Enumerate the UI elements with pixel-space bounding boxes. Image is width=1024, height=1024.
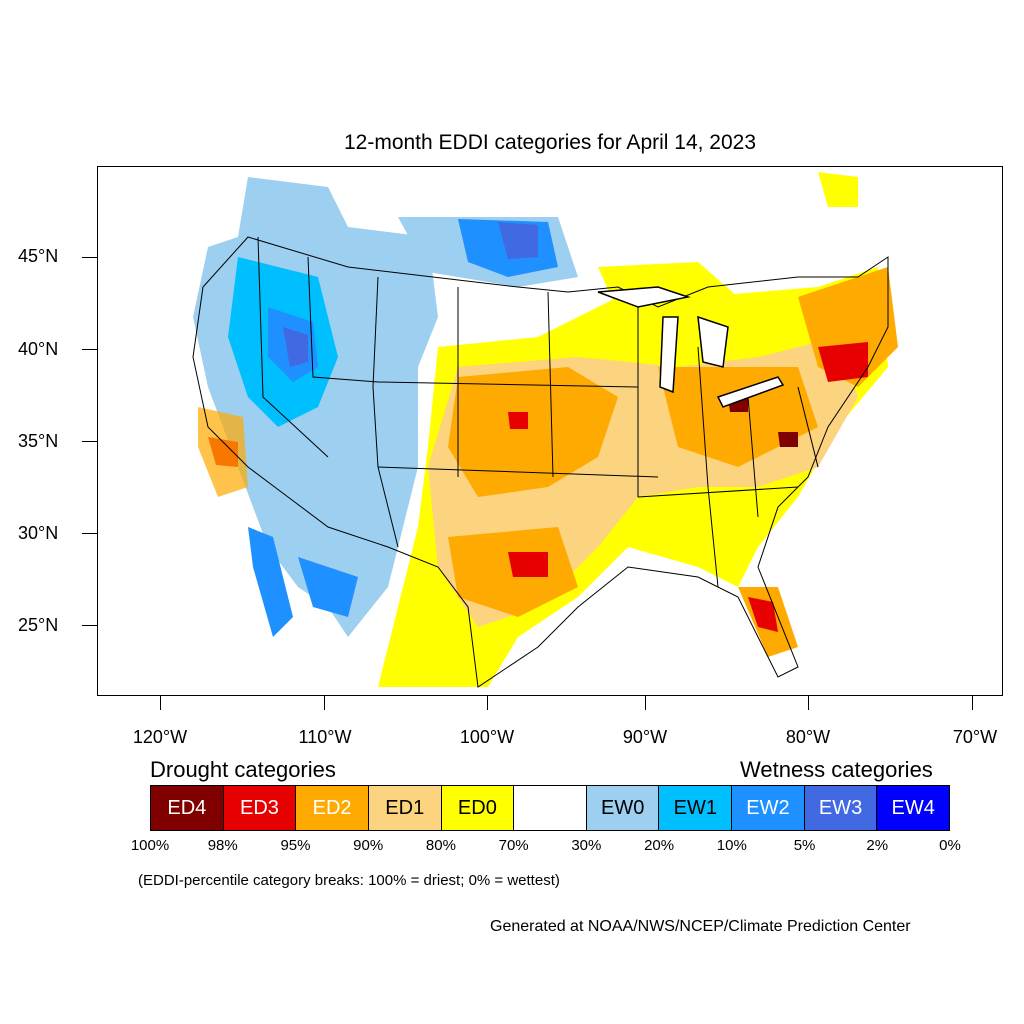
conus-eddi-map	[192, 172, 898, 688]
lat-label-35: 35°N	[18, 431, 59, 451]
lake-michigan	[659, 316, 679, 394]
legend-break-label: 95%	[280, 837, 311, 854]
credit-text: Generated at NOAA/NWS/NCEP/Climate Predi…	[490, 918, 911, 935]
lat-tick	[82, 349, 97, 350]
lake-huron	[697, 315, 729, 368]
legend-break-label: 5%	[793, 837, 816, 854]
lon-tick	[972, 696, 973, 710]
legend-break-label: 0%	[939, 837, 961, 854]
lake-superior	[597, 286, 691, 308]
lat-label-45: 45°N	[18, 246, 59, 266]
lake-erie	[716, 376, 785, 408]
lat-label-40: 40°N	[18, 339, 59, 359]
legend-break-label: 20%	[644, 837, 675, 854]
state-line-5	[547, 291, 554, 478]
lon-label-90: 90°W	[622, 727, 668, 747]
legend-break-label: 10%	[716, 837, 747, 854]
ew3-dakota-core	[498, 222, 538, 259]
legend-swatch-neutral	[514, 786, 587, 830]
lon-label-120: 120°W	[132, 727, 188, 747]
ed3-florida-core	[748, 597, 778, 632]
ed2-california-region	[198, 407, 248, 497]
lon-tick	[645, 696, 646, 710]
state-line-7	[377, 466, 659, 478]
ed3-texas-core	[508, 552, 548, 577]
drought-categories-heading: Drought categories	[150, 757, 336, 782]
ew1-baja-region	[248, 527, 293, 637]
legend-break-label: 2%	[866, 837, 889, 854]
legend-swatch-ed4: ED4	[151, 786, 224, 830]
legend-swatch-ed1: ED1	[368, 786, 442, 830]
state-line-2	[307, 256, 379, 383]
legend-break-label: 30%	[571, 837, 602, 854]
state-line-10	[637, 486, 799, 498]
ed3-nebraska-core	[508, 412, 528, 429]
lat-tick	[82, 533, 97, 534]
legend-swatch-ed2: ED2	[296, 786, 369, 830]
map-frame	[97, 166, 1003, 696]
legend-swatch-ew0: EW0	[586, 786, 660, 830]
legend-swatch-ed3: ED3	[223, 786, 297, 830]
lat-tick	[82, 625, 97, 626]
ed4-virginia-core	[778, 432, 798, 447]
lat-tick	[82, 257, 97, 258]
lat-label-25: 25°N	[18, 615, 59, 635]
legend-break-label: 70%	[498, 837, 529, 854]
legend-bar: ED4 ED3 ED2 ED1 ED0 EW0 EW1 EW2 EW3 EW4	[150, 785, 950, 831]
great-lakes	[597, 286, 785, 408]
legend-swatch-ed0: ED0	[441, 786, 515, 830]
lat-tick	[82, 441, 97, 442]
state-line-1	[257, 236, 329, 458]
ew1-arizona-region	[298, 557, 358, 617]
category-breaks-note: (EDDI-percentile category breaks: 100% =…	[138, 872, 560, 889]
lon-label-110: 110°W	[298, 727, 352, 747]
legend-break-label: 90%	[353, 837, 384, 854]
state-line-12	[797, 386, 819, 468]
lat-label-30: 30°N	[18, 523, 59, 543]
ed2-plains-region	[448, 367, 618, 497]
ed2-ohio-region	[658, 367, 818, 467]
legend-swatch-ew4: EW4	[877, 786, 950, 830]
legend-swatch-ew1: EW1	[659, 786, 733, 830]
map-title: 12-month EDDI categories for April 14, 2…	[343, 131, 757, 154]
lon-tick	[808, 696, 809, 710]
ew3-idaho-core	[283, 327, 308, 367]
wetness-regions	[193, 177, 578, 637]
lon-tick	[487, 696, 488, 710]
lon-label-80: 80°W	[785, 727, 831, 747]
wetness-categories-heading: Wetness categories	[740, 757, 933, 782]
state-line-6	[377, 381, 639, 388]
lon-label-100: 100°W	[459, 727, 515, 747]
state-line-11	[747, 396, 759, 518]
legend-swatch-ew3: EW3	[804, 786, 878, 830]
legend-break-label: 80%	[425, 837, 456, 854]
state-line-9	[697, 346, 719, 588]
legend-break-label: 98%	[207, 837, 238, 854]
legend-swatch-ew2: EW2	[732, 786, 805, 830]
ed3-northeast-core	[818, 342, 868, 382]
ed0-canada-north	[818, 172, 858, 207]
lon-label-70: 70°W	[952, 727, 998, 747]
state-line-3	[372, 276, 399, 548]
lon-tick	[324, 696, 325, 710]
legend-break-label: 100%	[130, 837, 170, 854]
lon-tick	[160, 696, 161, 710]
